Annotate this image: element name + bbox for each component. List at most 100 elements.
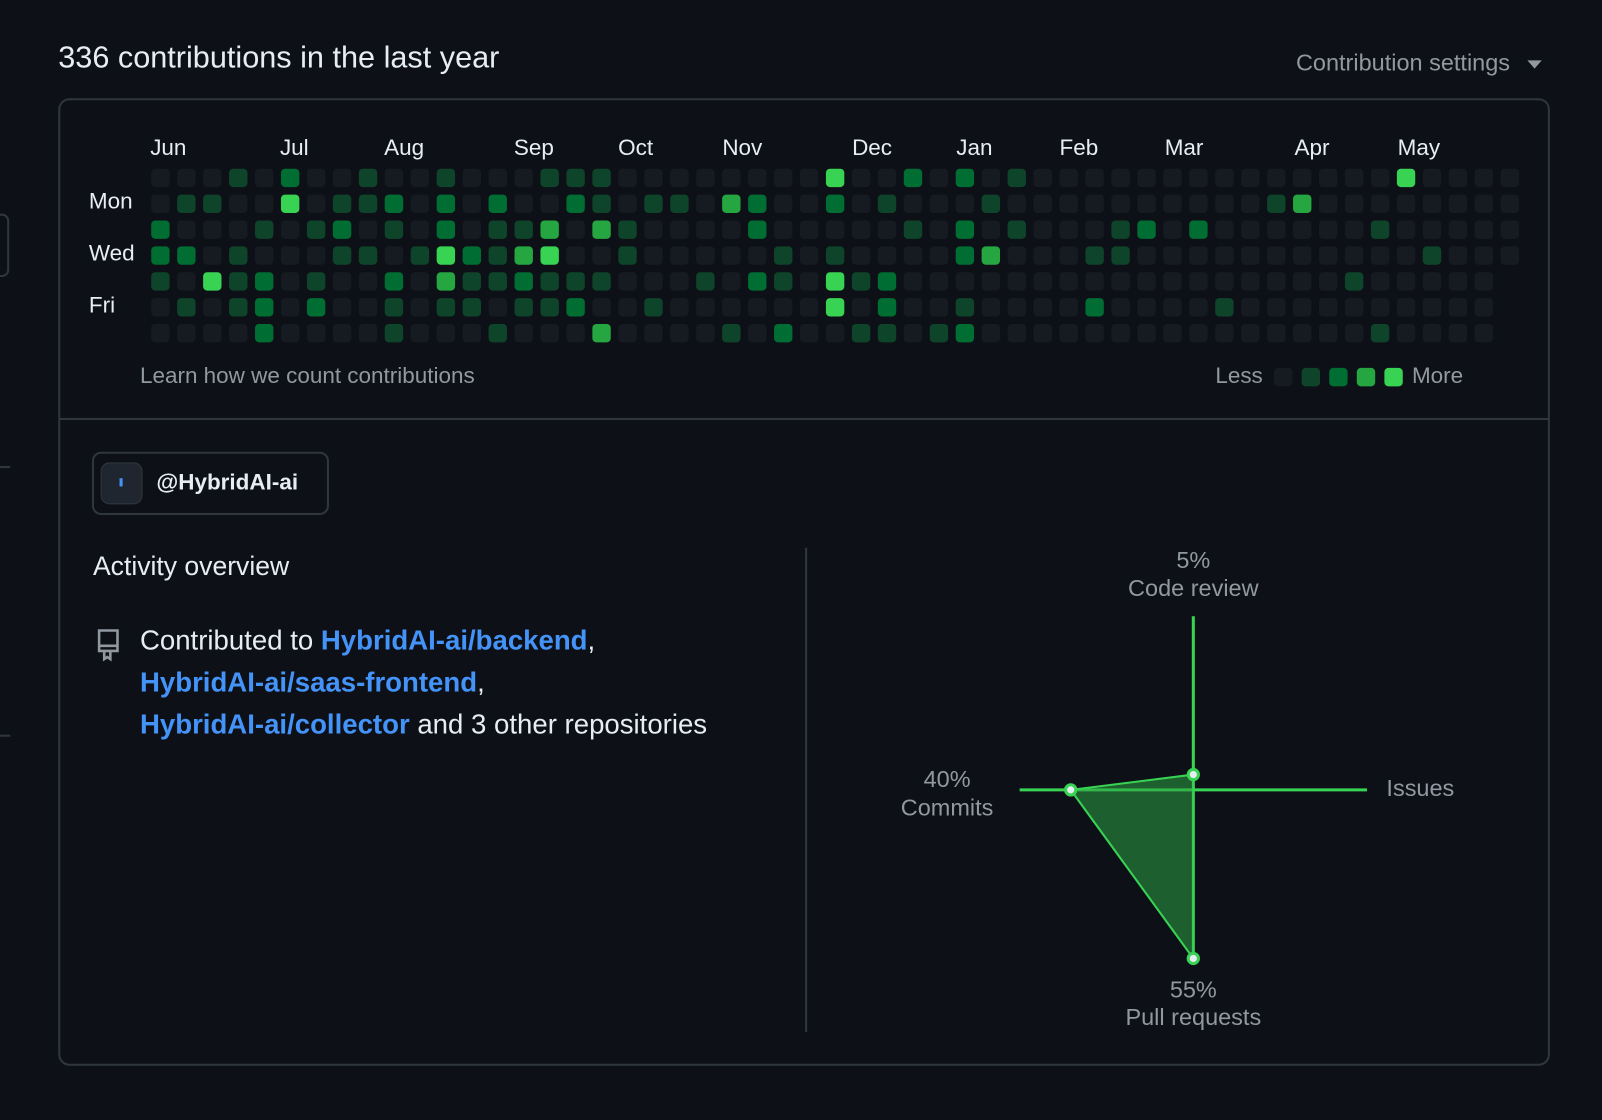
contribution-cell (1241, 298, 1260, 317)
contribution-cell (540, 323, 559, 343)
contribution-cell (566, 194, 585, 213)
contribution-cell (306, 220, 326, 239)
contribution-cell (903, 323, 923, 343)
contribution-cell (566, 272, 585, 291)
contribution-cell (410, 168, 430, 188)
contribution-cell (1422, 246, 1442, 265)
contribution-cell (748, 272, 767, 291)
category-label: Issues (1386, 775, 1454, 801)
contribution-cell (748, 323, 767, 343)
contribution-cell (1137, 272, 1156, 291)
contribution-cell (1370, 194, 1390, 213)
contribution-cell (1111, 194, 1130, 213)
contribution-cell (1344, 168, 1364, 188)
contribution-cell (618, 298, 637, 317)
contribution-cell (229, 220, 248, 239)
contribution-cell (1137, 323, 1156, 343)
account-name[interactable]: @HybridAI-ai (156, 469, 298, 494)
contribution-cell (670, 272, 689, 291)
contribution-cell (981, 194, 1001, 213)
contribution-cell (229, 298, 248, 317)
contribution-cell (644, 168, 663, 188)
contribution-cell (1033, 298, 1052, 317)
contribution-cell (1267, 168, 1286, 188)
contribution-cell (1163, 194, 1182, 213)
activity-line: Contributed to HybridAI-ai/backend, (140, 625, 595, 656)
contribution-cell (1396, 298, 1416, 317)
contribution-cell (1344, 246, 1364, 265)
contribution-cell (825, 272, 845, 291)
contribution-cell (618, 323, 637, 343)
contribution-cell (566, 168, 585, 188)
contribution-cell (151, 220, 170, 239)
contribution-cell (1085, 168, 1104, 188)
contribution-cell (410, 246, 430, 265)
contribution-cell (722, 168, 741, 188)
contribution-cell (955, 298, 975, 317)
activity-text: , (588, 625, 596, 656)
repo-link[interactable]: HybridAI-ai/backend (321, 625, 588, 656)
contribution-cell (825, 194, 845, 213)
contribution-cell (1007, 298, 1026, 317)
contribution-cell (851, 168, 871, 188)
contribution-cell (1059, 220, 1078, 239)
day-label: Fri (89, 293, 115, 318)
contribution-cell (436, 168, 456, 188)
contribution-cell (384, 246, 404, 265)
contribution-cell (774, 298, 793, 317)
caret[interactable] (1527, 60, 1542, 69)
contribution-cell (1215, 246, 1234, 265)
account-badge[interactable] (91, 451, 329, 516)
contribution-cell (877, 246, 897, 265)
avatar-glyph (119, 478, 123, 487)
legend-swatch (1329, 367, 1348, 387)
value-label: 40% (924, 766, 971, 792)
contribution-cell (877, 272, 897, 291)
contribution-cell (358, 194, 378, 213)
contribution-cell (1059, 246, 1078, 265)
settings-button[interactable]: Contribution settings (1296, 50, 1510, 76)
learn-link[interactable]: Learn how we count contributions (140, 363, 475, 388)
contribution-cell (1059, 272, 1078, 291)
contribution-cell (177, 323, 196, 343)
contribution-cell (1267, 272, 1286, 291)
contribution-cell (566, 246, 585, 265)
contribution-cell (1267, 220, 1286, 239)
contribution-cell (436, 323, 456, 343)
month-label: Dec (852, 135, 892, 160)
contribution-cell (1007, 246, 1026, 265)
repo-link[interactable]: HybridAI-ai/collector (140, 709, 410, 740)
repo-link[interactable]: HybridAI-ai/saas-frontend (140, 667, 477, 698)
contribution-cell (877, 168, 897, 188)
contribution-cell (1396, 220, 1416, 239)
contribution-cell (1318, 272, 1338, 291)
contribution-cell (1059, 194, 1078, 213)
contribution-cell (981, 323, 1001, 343)
contribution-cell (644, 220, 663, 239)
contribution-cell (540, 168, 559, 188)
contribution-cell (1111, 298, 1130, 317)
contribution-cell (592, 168, 611, 188)
contribution-cell (618, 194, 637, 213)
contribution-cell (488, 246, 507, 265)
activity-text: Contributed to (140, 625, 321, 656)
contribution-cell (825, 168, 845, 188)
contribution-cell (1267, 246, 1286, 265)
contribution-cell (462, 194, 482, 213)
contribution-cell (566, 298, 585, 317)
contribution-cell (696, 194, 715, 213)
contribution-cell (358, 272, 378, 291)
month-label: Jun (150, 135, 186, 160)
contribution-cell (488, 220, 507, 239)
category-label: Code review (1128, 575, 1260, 601)
contribution-cell (955, 246, 975, 265)
month-label: Nov (722, 135, 763, 160)
contribution-cell (1293, 298, 1312, 317)
contribution-cell (1189, 194, 1208, 213)
contribution-cell (177, 246, 196, 265)
contribution-cell (929, 272, 949, 291)
contribution-cell (592, 323, 611, 343)
legend-more: More (1412, 363, 1463, 388)
contribution-cell (799, 194, 819, 213)
contribution-cell (203, 323, 222, 343)
